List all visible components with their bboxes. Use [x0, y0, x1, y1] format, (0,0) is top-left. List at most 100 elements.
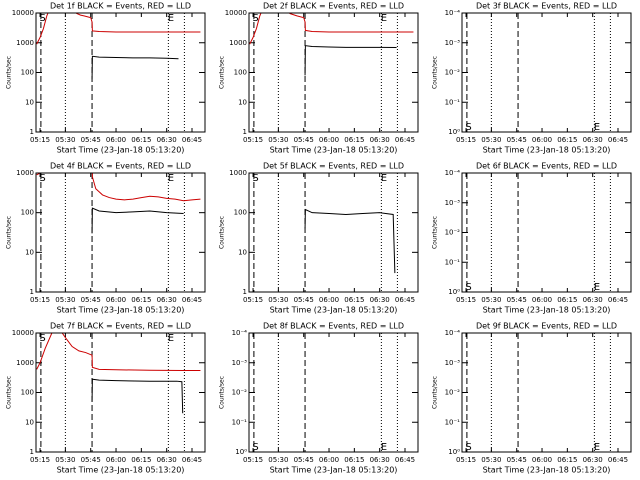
y-tick-label: 10000: [225, 9, 247, 17]
panel-title: Det 9f BLACK = Events, RED = LLD: [476, 322, 617, 331]
x-tick-label: 05:15: [30, 456, 50, 464]
y-tick-label: 100: [21, 69, 34, 77]
annotation: S: [465, 442, 471, 453]
data-line: [91, 207, 184, 234]
x-tick-label: 06:45: [182, 136, 202, 144]
data-line: [249, 13, 414, 45]
x-tick-label: 05:45: [294, 136, 314, 144]
x-tick-label: 05:45: [507, 136, 527, 144]
data-line: [36, 13, 201, 45]
panel: Det 3f BLACK = Events, RED = LLD Start Ti…: [432, 2, 632, 155]
y-tick-label: 10⁻³: [445, 39, 461, 47]
annotation: E: [594, 442, 600, 453]
y-tick-label: 10⁻²: [445, 229, 461, 237]
x-tick-label: 05:15: [243, 456, 263, 464]
x-tick-label: 05:15: [456, 136, 476, 144]
panel-title: Det 8f BLACK = Events, RED = LLD: [263, 322, 404, 331]
x-tick-label: 06:45: [395, 136, 415, 144]
y-axis-label: Counts/sec: [219, 216, 226, 249]
panel: Det 7f BLACK = Events, RED = LLD Start Ti…: [6, 322, 206, 475]
x-tick-label: 05:30: [481, 296, 501, 304]
panel: Det 8f BLACK = Events, RED = LLD Start Ti…: [219, 322, 419, 475]
x-tick-label: 05:30: [55, 456, 75, 464]
x-tick-label: 05:45: [294, 296, 314, 304]
y-tick-label: 10⁻¹: [445, 418, 461, 426]
annotation: E: [168, 13, 174, 24]
annotation: E: [594, 282, 600, 293]
x-tick-label: 06:15: [344, 456, 364, 464]
y-tick-label: 10⁻⁴: [445, 329, 461, 337]
y-tick-label: 10⁻¹: [445, 258, 461, 266]
y-tick-label: 10: [25, 248, 34, 256]
annotation: S: [39, 13, 45, 24]
x-tick-label: 06:30: [583, 136, 603, 144]
annotation: E: [168, 173, 174, 184]
x-tick-label: 05:15: [30, 296, 50, 304]
x-tick-label: 06:30: [370, 296, 390, 304]
y-tick-label: 1: [30, 448, 34, 456]
x-tick-label: 05:15: [30, 136, 50, 144]
y-tick-label: 1: [243, 288, 247, 296]
annotation: E: [381, 173, 387, 184]
x-tick-label: 06:15: [131, 136, 151, 144]
y-axis-label: Counts/sec: [219, 56, 226, 89]
x-tick-label: 06:00: [532, 296, 552, 304]
panel-title: Det 2f BLACK = Events, RED = LLD: [263, 2, 404, 11]
panel: Det 2f BLACK = Events, RED = LLD Start Ti…: [219, 2, 419, 155]
plot-frame: [461, 12, 632, 133]
x-tick-label: 05:30: [268, 456, 288, 464]
annotation: E: [381, 13, 387, 24]
y-tick-label: 10⁰: [448, 448, 460, 456]
y-axis-label: Counts/sec: [6, 56, 13, 89]
y-tick-label: 100: [234, 69, 247, 77]
plot-frame: [35, 172, 206, 293]
x-axis-label: Start Time (23-Jan-18 05:13:20): [57, 466, 185, 475]
x-axis-label: Start Time (23-Jan-18 05:13:20): [270, 146, 398, 155]
x-tick-label: 06:45: [608, 456, 628, 464]
x-tick-label: 05:45: [507, 296, 527, 304]
annotation: S: [252, 442, 258, 453]
y-tick-label: 10⁻²: [445, 69, 461, 77]
data-line: [91, 55, 179, 80]
x-tick-label: 06:45: [395, 456, 415, 464]
panel-title: Det 1f BLACK = Events, RED = LLD: [50, 2, 191, 11]
x-tick-label: 05:45: [507, 456, 527, 464]
x-tick-label: 06:45: [608, 136, 628, 144]
x-tick-label: 06:45: [395, 296, 415, 304]
x-axis-label: Start Time (23-Jan-18 05:13:20): [57, 306, 185, 315]
x-tick-label: 06:00: [106, 296, 126, 304]
y-tick-label: 10000: [12, 9, 34, 17]
y-tick-label: 1: [30, 128, 34, 136]
y-axis-label: Counts/sec: [432, 376, 439, 409]
plot-frame: [35, 12, 206, 133]
y-axis-label: Counts/sec: [219, 376, 226, 409]
x-tick-label: 05:30: [481, 456, 501, 464]
y-axis-label: Counts/sec: [6, 216, 13, 249]
data-line: [91, 378, 184, 414]
x-tick-label: 06:00: [106, 136, 126, 144]
y-tick-label: 10⁻⁴: [232, 329, 248, 337]
y-tick-label: 10⁰: [448, 128, 460, 136]
y-tick-label: 10⁻²: [445, 389, 461, 397]
x-tick-label: 05:15: [456, 296, 476, 304]
data-line: [304, 208, 396, 274]
x-tick-label: 05:30: [55, 136, 75, 144]
y-tick-label: 1: [243, 128, 247, 136]
x-tick-label: 05:45: [294, 456, 314, 464]
x-tick-label: 06:30: [583, 456, 603, 464]
x-tick-label: 06:30: [157, 296, 177, 304]
x-tick-label: 05:15: [456, 456, 476, 464]
panel: Det 9f BLACK = Events, RED = LLD Start Ti…: [432, 322, 632, 475]
x-tick-label: 06:00: [319, 136, 339, 144]
x-tick-label: 06:00: [319, 456, 339, 464]
x-axis-label: Start Time (23-Jan-18 05:13:20): [270, 306, 398, 315]
x-tick-label: 06:30: [370, 456, 390, 464]
y-tick-label: 10⁰: [448, 288, 460, 296]
panel: Det 5f BLACK = Events, RED = LLD Start Ti…: [219, 162, 419, 315]
y-tick-label: 100: [21, 209, 34, 217]
x-tick-label: 05:30: [55, 296, 75, 304]
panel: Det 4f BLACK = Events, RED = LLD Start Ti…: [6, 162, 206, 315]
y-tick-label: 1: [30, 288, 34, 296]
panel-title: Det 5f BLACK = Events, RED = LLD: [263, 162, 404, 171]
plot-frame: [35, 332, 206, 453]
